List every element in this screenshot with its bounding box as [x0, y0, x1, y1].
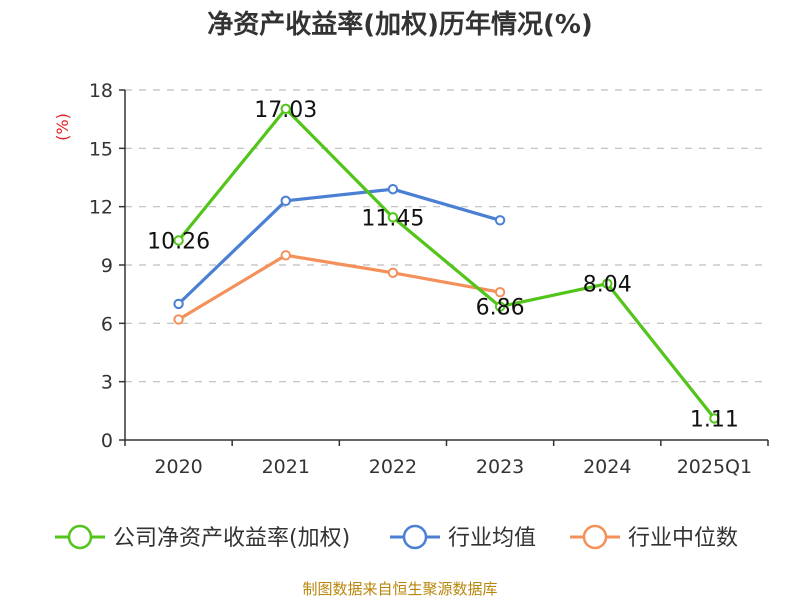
x-tick-label: 2025Q1 — [677, 456, 752, 478]
data-point[interactable] — [387, 212, 399, 223]
legend-marker — [582, 524, 608, 550]
grid-lines — [125, 89, 768, 383]
data-point[interactable] — [280, 103, 291, 115]
data-point[interactable] — [280, 250, 291, 261]
data-label: 17.03 — [254, 98, 317, 123]
data-point[interactable] — [387, 183, 399, 195]
data-label: 1.11 — [690, 407, 739, 432]
data-label: 8.04 — [583, 273, 632, 298]
series-line — [176, 253, 502, 322]
series-line — [176, 107, 717, 421]
axes: 0 3 6 9 12 15 18 2020 2021 2022 2023 2024 2025Q1 — [89, 80, 769, 478]
series-line — [176, 187, 502, 306]
data-point[interactable] — [494, 287, 506, 298]
series-lines — [173, 103, 720, 424]
x-tick-label: 2023 — [476, 456, 524, 478]
y-tick-label: 18 — [89, 80, 113, 102]
y-tick-label: 15 — [89, 138, 113, 160]
legend-marker — [67, 524, 93, 550]
data-point[interactable] — [494, 301, 506, 312]
y-tick-label: 9 — [101, 255, 113, 277]
x-tick-label: 2022 — [369, 456, 417, 478]
data-label: 11.45 — [361, 206, 424, 231]
x-tick-label: 2024 — [583, 456, 631, 478]
y-axis-unit-label: (%) — [53, 113, 72, 141]
x-tick-label: 2020 — [154, 456, 202, 478]
data-point[interactable] — [173, 235, 184, 246]
data-label: 6.86 — [476, 296, 525, 321]
y-tick-label: 12 — [89, 197, 113, 219]
y-tick-label: 0 — [101, 430, 113, 452]
source-note: 制图数据来自恒生聚源数据库 — [302, 580, 497, 598]
data-point[interactable] — [173, 314, 184, 325]
data-label: 10.26 — [147, 230, 210, 255]
legend-item[interactable]: 行业中位数 — [570, 524, 738, 551]
legend[interactable]: 公司净资产收益率(加权) 行业均值 行业中位数 — [55, 524, 738, 551]
data-point[interactable] — [387, 267, 399, 278]
data-point[interactable] — [280, 195, 291, 207]
data-point[interactable] — [709, 413, 720, 424]
y-tick-label: 3 — [101, 372, 113, 394]
chart-title: 净资产收益率(加权)历年情况(%) — [207, 9, 593, 40]
legend-item[interactable]: 行业均值 — [390, 524, 536, 551]
data-point[interactable] — [494, 215, 506, 226]
data-point[interactable] — [173, 298, 184, 310]
x-tick-label: 2021 — [262, 456, 310, 478]
legend-item[interactable]: 公司净资产收益率(加权) — [55, 524, 350, 551]
y-tick-label: 6 — [101, 313, 113, 335]
data-point[interactable] — [602, 278, 613, 289]
legend-label: 公司净资产收益率(加权) — [113, 526, 350, 551]
data-labels: 10.26 17.03 11.45 6.86 8.04 1.11 — [147, 98, 739, 433]
legend-marker — [402, 524, 428, 550]
legend-label: 行业中位数 — [628, 526, 738, 551]
legend-label: 行业均值 — [448, 526, 536, 551]
